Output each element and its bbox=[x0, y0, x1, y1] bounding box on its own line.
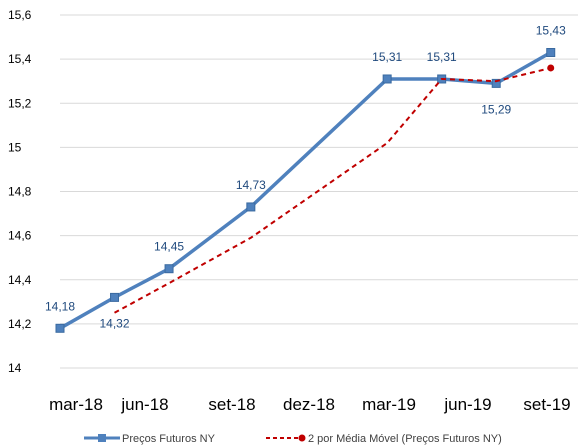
legend-marker bbox=[98, 434, 106, 442]
data-label: 15,31 bbox=[427, 50, 457, 64]
data-point bbox=[382, 74, 392, 84]
x-tick-label: dez-18 bbox=[283, 395, 335, 414]
x-tick-label: set-19 bbox=[523, 395, 570, 414]
x-tick-label: mar-19 bbox=[362, 395, 416, 414]
x-tick-label: set-18 bbox=[208, 395, 255, 414]
x-axis-ticks: mar-18 jun-18 set-18 dez-18 mar-19 jun-19 set-… bbox=[49, 395, 571, 414]
y-tick-label: 15,4 bbox=[8, 52, 32, 66]
y-tick-label: 14,8 bbox=[8, 185, 32, 199]
data-point bbox=[491, 78, 501, 88]
y-tick-label: 14 bbox=[8, 361, 22, 375]
y-tick-label: 14,6 bbox=[8, 229, 32, 243]
data-labels: 14,18 14,32 14,45 14,73 15,31 15,31 15,29 15,43 bbox=[45, 24, 566, 331]
data-label: 14,45 bbox=[154, 240, 184, 254]
moving-average-end-point bbox=[547, 64, 555, 72]
y-tick-label: 15,6 bbox=[8, 8, 32, 22]
y-tick-label: 14,2 bbox=[8, 317, 32, 331]
data-point bbox=[55, 323, 65, 333]
data-label: 15,43 bbox=[536, 24, 566, 38]
y-tick-label: 14,4 bbox=[8, 273, 32, 287]
legend-label: 2 por Média Móvel (Preços Futuros NY) bbox=[308, 433, 502, 445]
data-label: 14,18 bbox=[45, 299, 75, 313]
x-tick-label: mar-18 bbox=[49, 395, 103, 414]
x-tick-label: jun-19 bbox=[443, 395, 491, 414]
moving-average-line bbox=[114, 67, 551, 314]
series-line bbox=[59, 50, 552, 330]
y-tick-label: 15 bbox=[8, 140, 22, 154]
data-point bbox=[110, 292, 120, 302]
data-label: 15,29 bbox=[481, 102, 511, 116]
data-label: 14,32 bbox=[100, 316, 130, 330]
legend-marker bbox=[298, 434, 306, 442]
data-label: 14,73 bbox=[236, 178, 266, 192]
data-point bbox=[246, 202, 256, 212]
legend-label: Preços Futuros NY bbox=[122, 433, 216, 445]
data-label: 15,31 bbox=[372, 50, 402, 64]
x-tick-label: jun-18 bbox=[120, 395, 168, 414]
legend: Preços Futuros NY 2 por Média Móvel (Preç… bbox=[84, 433, 502, 445]
data-point bbox=[546, 48, 556, 58]
data-point bbox=[164, 264, 174, 274]
series-lines bbox=[55, 48, 556, 333]
y-axis-ticks: 14 14,2 14,4 14,6 14,8 15 15,2 15,4 15,6 bbox=[8, 8, 32, 375]
y-tick-label: 15,2 bbox=[8, 96, 32, 110]
